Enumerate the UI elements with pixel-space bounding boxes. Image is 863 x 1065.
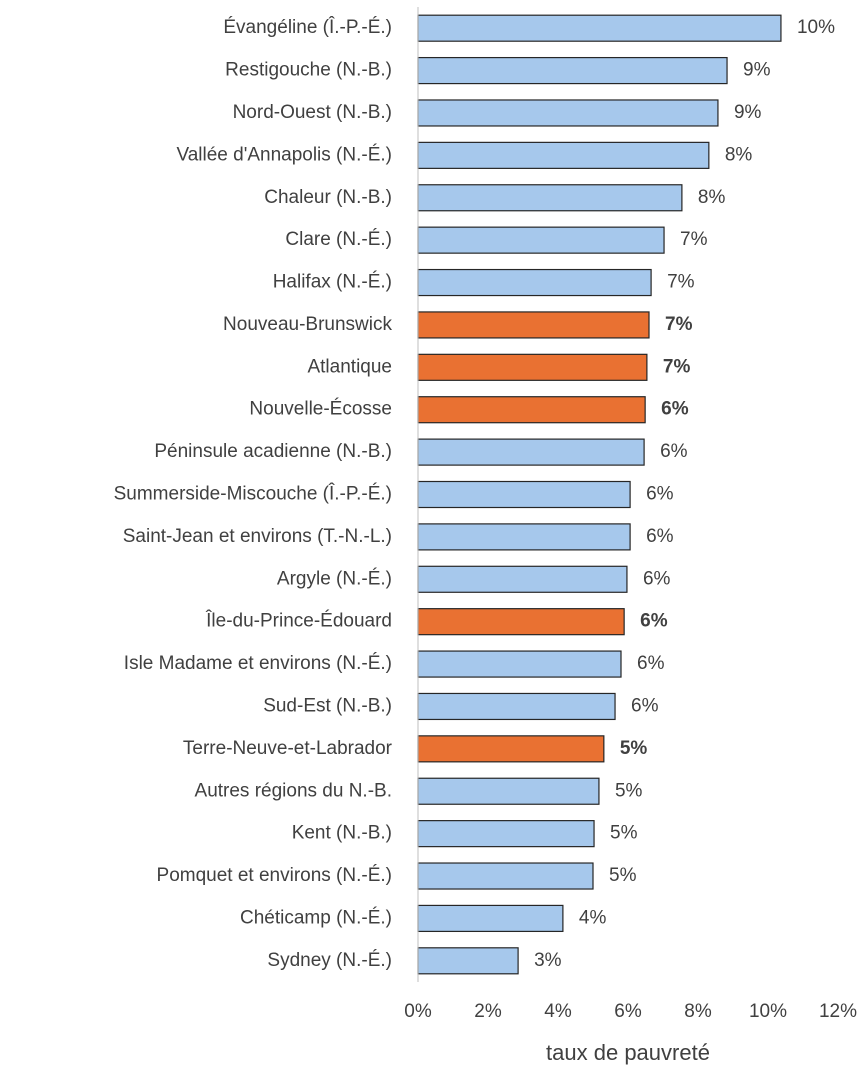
bar: [417, 184, 683, 212]
x-tick-label: 2%: [474, 1001, 502, 1022]
value-label: 6%: [646, 484, 674, 505]
value-label: 7%: [680, 229, 708, 250]
value-label: 6%: [631, 695, 659, 716]
bar: [417, 735, 605, 763]
y-tick-label: Argyle (N.-É.): [277, 568, 392, 589]
x-tick-label: 12%: [819, 1001, 857, 1022]
bar: [417, 777, 600, 805]
bar: [417, 904, 564, 933]
y-tick-label: Nouveau-Brunswick: [223, 314, 392, 335]
y-tick-label: Sud-Est (N.-B.): [263, 695, 392, 716]
bar: [417, 947, 519, 975]
bar: [417, 862, 594, 890]
y-tick-label: Summerside-Miscouche (Î.-P.-É.): [114, 483, 392, 505]
x-tick-label: 6%: [614, 1001, 642, 1022]
bar: [417, 438, 645, 466]
bar: [417, 99, 719, 127]
value-label: 3%: [534, 950, 562, 971]
bar: [417, 692, 616, 721]
x-axis-title: taux de pauvreté: [546, 1040, 710, 1065]
value-label: 8%: [725, 144, 753, 165]
bar: [417, 56, 728, 85]
y-tick-label: Péninsule acadienne (N.-B.): [154, 441, 392, 462]
bar: [417, 141, 710, 169]
value-label: 6%: [661, 399, 689, 420]
bar: [417, 268, 652, 297]
value-label: 5%: [609, 865, 637, 886]
bar: [417, 650, 622, 678]
value-label: 7%: [663, 356, 691, 377]
y-tick-label: Vallée d'Annapolis (N.-É.): [176, 144, 392, 165]
bar: [417, 523, 631, 551]
value-label: 6%: [637, 653, 665, 674]
value-label: 8%: [698, 187, 726, 208]
value-label: 6%: [646, 526, 674, 547]
y-tick-label: Clare (N.-É.): [285, 229, 392, 250]
value-label: 7%: [665, 314, 693, 335]
y-tick-label: Chaleur (N.-B.): [264, 187, 392, 208]
bar: [417, 311, 650, 339]
y-tick-label: Autres régions du N.-B.: [195, 780, 392, 801]
y-tick-label: Kent (N.-B.): [292, 823, 392, 844]
bar: [417, 226, 665, 254]
y-tick-label: Pomquet et environs (N.-É.): [157, 865, 392, 886]
y-tick-label: Terre-Neuve-et-Labrador: [183, 738, 393, 759]
bar: [417, 396, 646, 424]
bar: [417, 820, 595, 848]
bar: [417, 353, 648, 381]
y-tick-label: Nord-Ouest (N.-B.): [233, 102, 392, 123]
value-label: 6%: [660, 441, 688, 462]
x-tick-label: 10%: [749, 1001, 787, 1022]
bar: [417, 565, 628, 593]
y-tick-label: Restigouche (N.-B.): [225, 60, 392, 81]
value-label: 4%: [579, 907, 607, 928]
y-tick-label: Île-du-Prince-Édouard: [205, 610, 392, 632]
value-label: 7%: [667, 272, 695, 293]
value-label: 5%: [620, 738, 648, 759]
value-label: 6%: [643, 568, 671, 589]
bar: [417, 480, 631, 509]
value-label: 10%: [797, 17, 835, 38]
bar: [417, 14, 782, 42]
value-label: 9%: [743, 60, 771, 81]
y-tick-label: Évangéline (Î.-P.-É.): [223, 16, 392, 38]
value-label: 6%: [640, 611, 668, 632]
y-tick-label: Chéticamp (N.-É.): [240, 907, 392, 928]
x-tick-label: 0%: [404, 1001, 432, 1022]
value-label: 9%: [734, 102, 762, 123]
y-tick-label: Isle Madame et environs (N.-É.): [124, 653, 392, 674]
x-tick-label: 8%: [684, 1001, 712, 1022]
value-label: 5%: [615, 780, 643, 801]
bar: [417, 608, 625, 636]
y-tick-label: Atlantique: [307, 356, 392, 377]
y-tick-label: Nouvelle-Écosse: [249, 399, 392, 420]
y-tick-label: Saint-Jean et environs (T.-N.-L.): [123, 526, 392, 547]
value-label: 5%: [610, 823, 638, 844]
y-tick-label: Halifax (N.-É.): [273, 272, 392, 293]
x-tick-label: 4%: [544, 1001, 572, 1022]
y-tick-label: Sydney (N.-É.): [267, 950, 392, 971]
